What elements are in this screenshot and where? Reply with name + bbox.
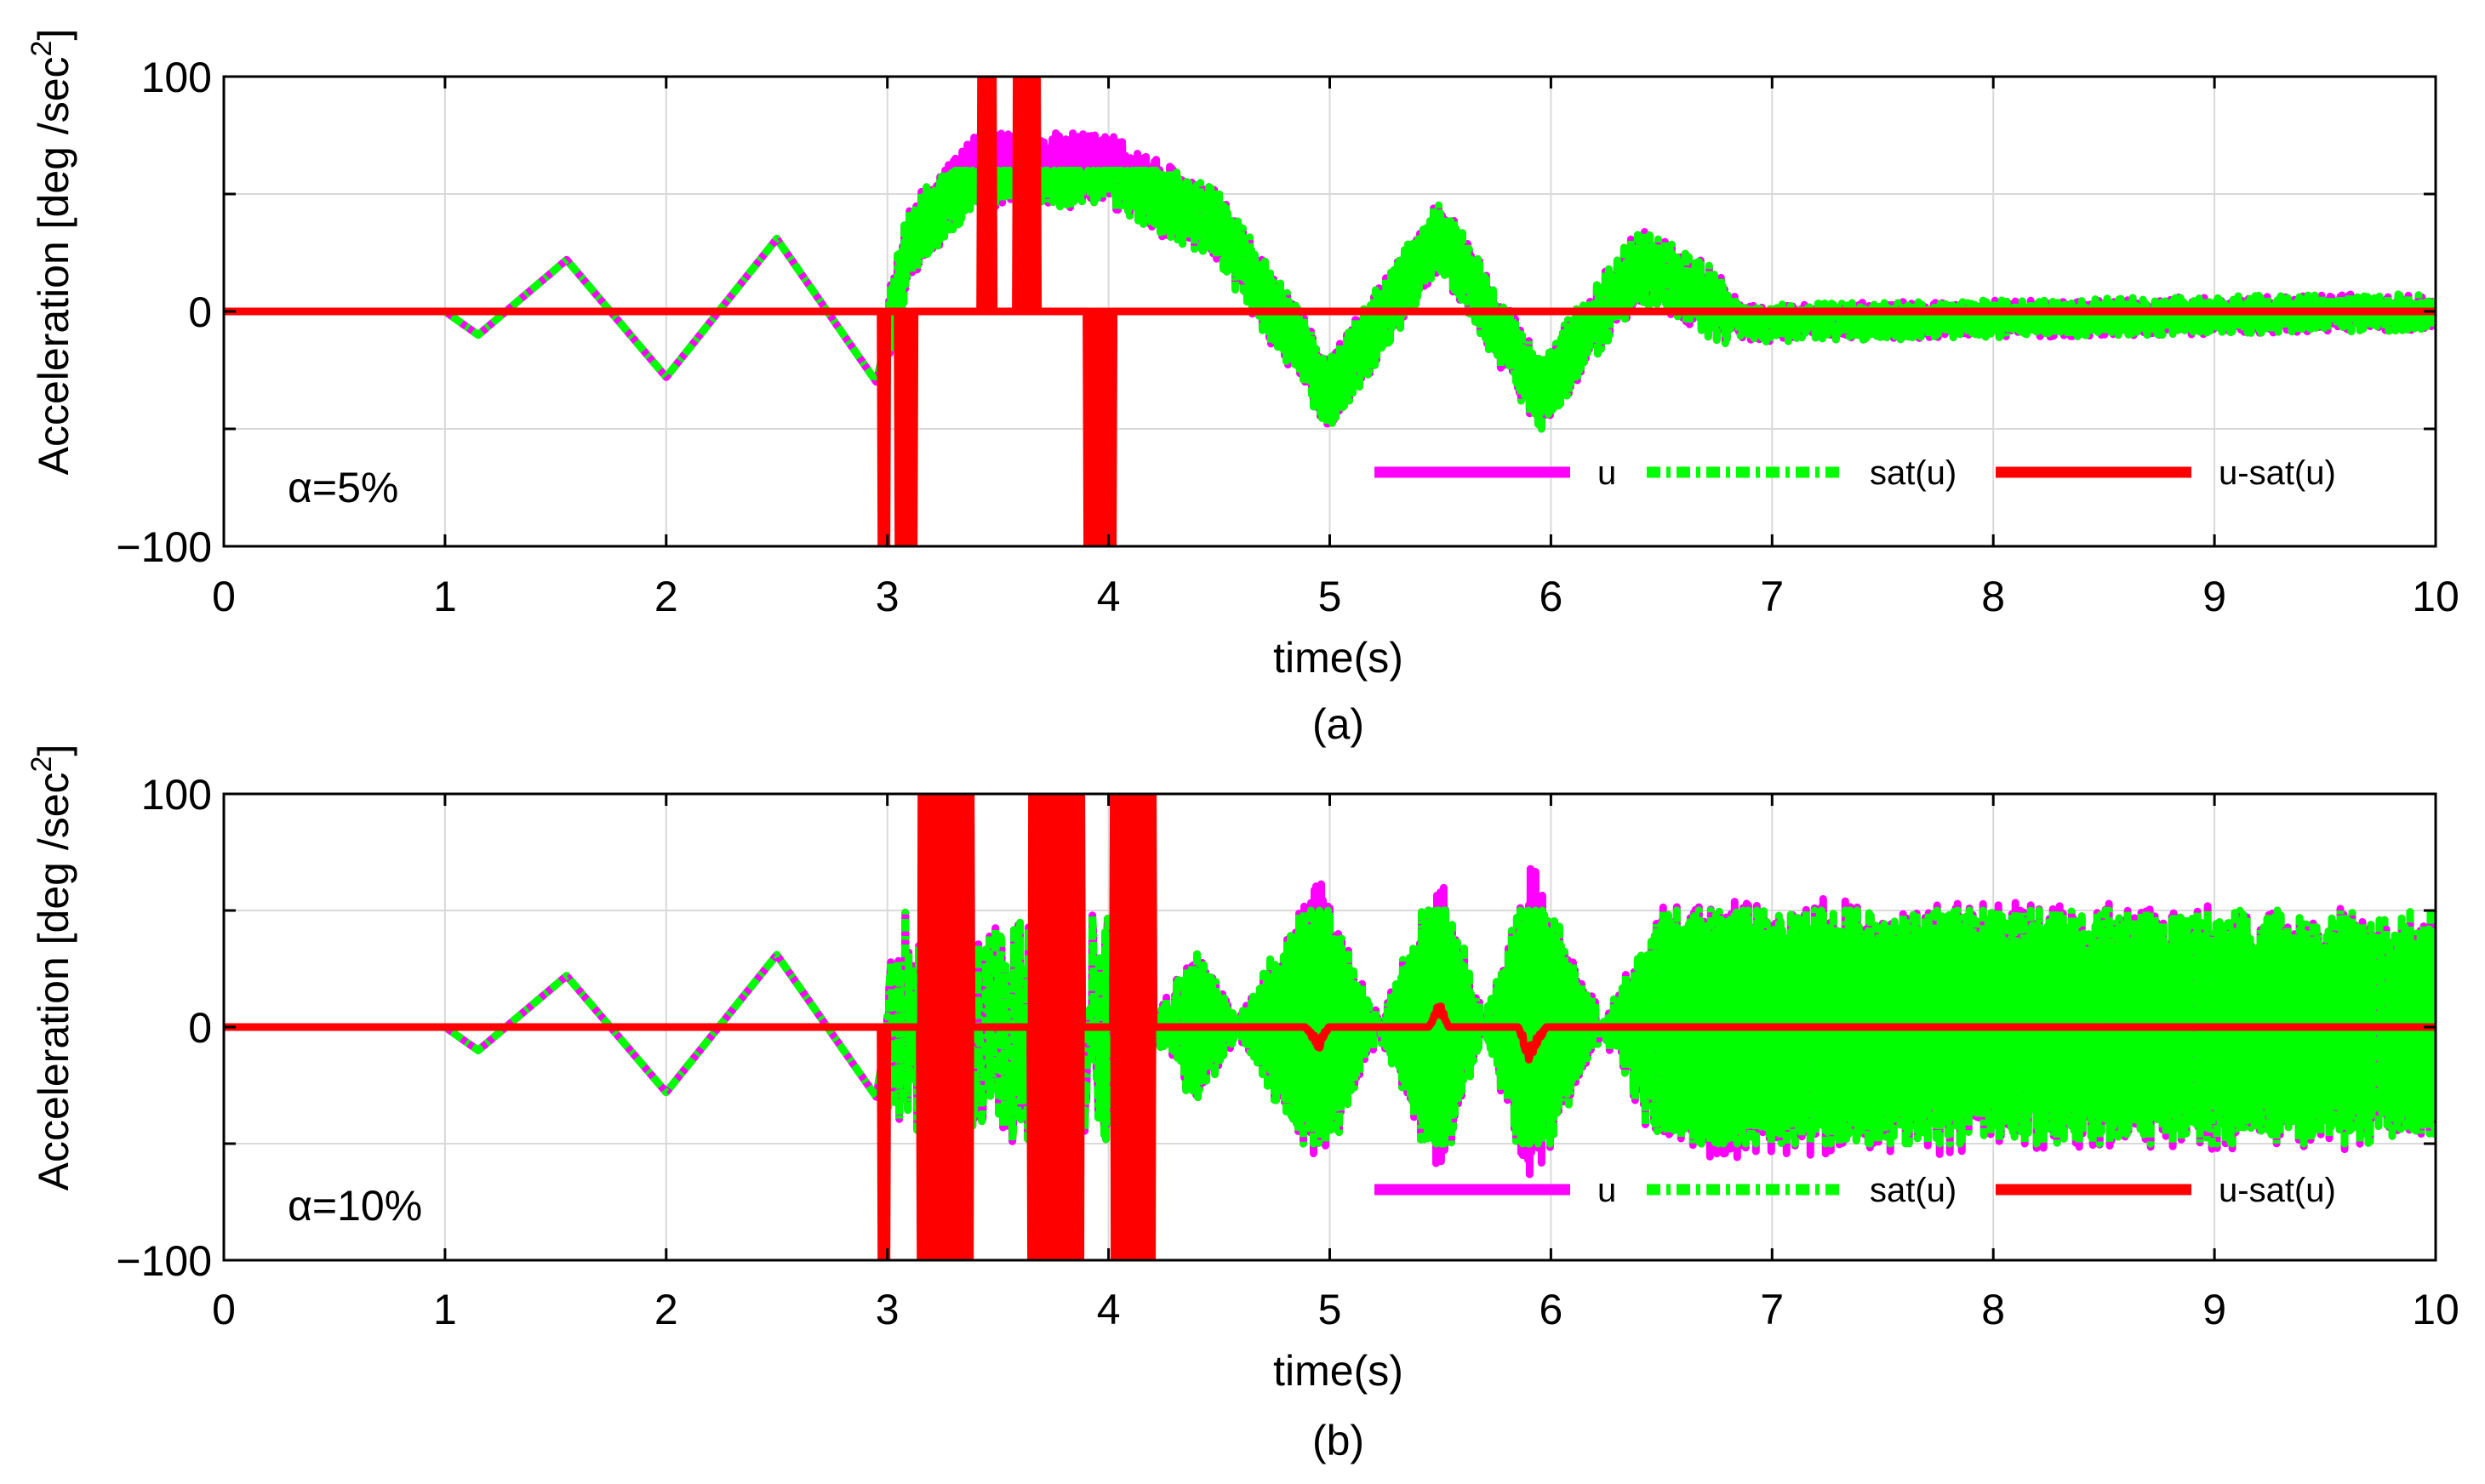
series-sat-u-line xyxy=(224,906,2436,1148)
x-tick-label: 5 xyxy=(1318,573,1342,620)
x-tick-label: 6 xyxy=(1539,1286,1562,1333)
alpha-annotation: α=10% xyxy=(288,1182,422,1230)
panel-a: 0 1 2 3 4 5 6 7 8 9 10−1000100time(s)(a)Accelerati… xyxy=(26,29,2459,748)
panel-caption: (a) xyxy=(1312,700,1364,748)
series-u-minus-sat-u-line xyxy=(224,794,2436,1260)
y-tick-label: 100 xyxy=(141,54,212,101)
x-tick-label: 7 xyxy=(1760,573,1784,620)
x-tick-label: 0 xyxy=(212,1286,236,1333)
panel-caption: (b) xyxy=(1312,1417,1364,1464)
y-tick-label: −100 xyxy=(116,1237,212,1285)
x-tick-label: 8 xyxy=(1981,1286,2005,1333)
y-tick-label: 100 xyxy=(141,771,212,819)
x-tick-label: 2 xyxy=(654,573,678,620)
legend-label: u-sat(u) xyxy=(2219,454,2336,492)
x-tick-label: 6 xyxy=(1539,573,1562,620)
x-tick-label: 4 xyxy=(1097,1286,1121,1333)
x-tick-label: 2 xyxy=(654,1286,678,1333)
y-axis-label-close: ] xyxy=(30,745,77,756)
legend-label: sat(u) xyxy=(1870,454,1957,492)
y-tick-label: 0 xyxy=(188,288,212,336)
data-layer xyxy=(224,77,2436,546)
y-axis-label: Acceleration [deg /sec2] xyxy=(26,745,77,1191)
x-tick-label: 9 xyxy=(2202,573,2226,620)
x-tick-label: 4 xyxy=(1097,573,1121,620)
x-tick-label: 9 xyxy=(2202,1286,2226,1333)
y-axis-label-main: Acceleration [deg /sec xyxy=(30,56,77,475)
legend: u sat(u) u-sat(u) xyxy=(1374,1172,2336,1209)
x-tick-label: 3 xyxy=(876,573,900,620)
series-u-minus-sat-u-line xyxy=(224,77,2436,546)
y-axis-label-superscript: 2 xyxy=(26,756,58,773)
legend-label: u xyxy=(1597,454,1616,492)
x-tick-label: 3 xyxy=(876,1286,900,1333)
y-axis-label-main: Acceleration [deg /sec xyxy=(30,772,77,1190)
legend-label: sat(u) xyxy=(1870,1172,1957,1209)
y-tick-label: 0 xyxy=(188,1004,212,1052)
x-tick-label: 5 xyxy=(1318,1286,1342,1333)
x-axis-label: time(s) xyxy=(1273,634,1403,682)
y-tick-label: −100 xyxy=(116,523,212,571)
x-tick-label: 7 xyxy=(1760,1286,1784,1333)
x-tick-label: 10 xyxy=(2412,573,2459,620)
legend-label: u xyxy=(1597,1172,1616,1209)
panel-b: 0 1 2 3 4 5 6 7 8 9 10−1000100time(s)(b)Accelerati… xyxy=(26,745,2459,1464)
alpha-annotation: α=5% xyxy=(288,464,398,511)
series-sat-u-line xyxy=(224,166,2436,433)
x-tick-label: 8 xyxy=(1981,573,2005,620)
data-layer xyxy=(224,794,2436,1260)
x-tick-label: 1 xyxy=(433,1286,457,1333)
x-tick-label: 0 xyxy=(212,573,236,620)
y-axis-label-close: ] xyxy=(30,29,77,41)
x-tick-label: 10 xyxy=(2412,1286,2459,1333)
legend-label: u-sat(u) xyxy=(2219,1172,2336,1209)
x-tick-label: 1 xyxy=(433,573,457,620)
x-axis-label: time(s) xyxy=(1273,1347,1403,1395)
y-axis-label: Acceleration [deg /sec2] xyxy=(26,29,77,476)
y-axis-label-superscript: 2 xyxy=(26,41,58,57)
legend: u sat(u) u-sat(u) xyxy=(1374,454,2336,492)
